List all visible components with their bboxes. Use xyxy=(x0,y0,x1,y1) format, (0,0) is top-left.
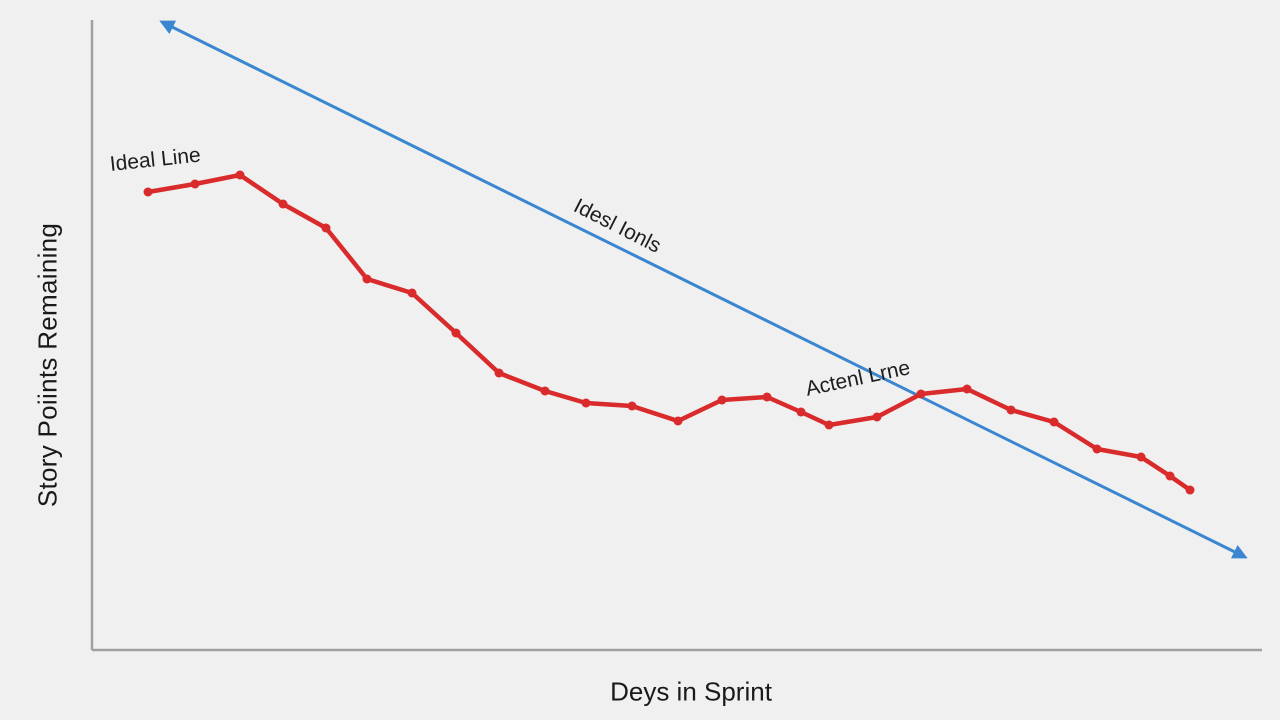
y-axis-title: Story Poiints Remaining xyxy=(32,222,63,508)
actual-data-point xyxy=(494,368,504,378)
actual-data-point xyxy=(407,288,417,298)
actual-data-point xyxy=(1049,417,1059,427)
actual-data-point xyxy=(1006,405,1016,415)
actual-data-point xyxy=(143,187,153,197)
ideal-line xyxy=(159,20,1248,559)
actual-data-point xyxy=(1136,452,1146,462)
actual-data-point xyxy=(1165,471,1175,481)
actual-data-point xyxy=(1185,485,1195,495)
actual-data-point xyxy=(321,223,331,233)
plot-area xyxy=(90,20,1262,652)
actual-data-point xyxy=(581,398,591,408)
actual-line xyxy=(145,172,1193,493)
actual-data-point xyxy=(540,386,550,396)
actual-line-markers xyxy=(143,170,1195,495)
x-axis-title: Deys in Sprint xyxy=(610,676,772,707)
actual-data-point xyxy=(717,395,727,405)
actual-data-point xyxy=(451,328,461,338)
actual-data-point xyxy=(872,412,882,422)
actual-data-point xyxy=(916,389,926,399)
actual-data-point xyxy=(673,416,683,426)
actual-data-point xyxy=(796,407,806,417)
actual-data-point xyxy=(278,199,288,209)
actual-data-point xyxy=(362,274,372,284)
actual-data-point xyxy=(824,420,834,430)
actual-data-point xyxy=(627,401,637,411)
actual-data-point xyxy=(962,384,972,394)
actual-data-point xyxy=(235,170,245,180)
actual-data-point xyxy=(1092,444,1102,454)
actual-data-point xyxy=(190,179,200,189)
actual-data-point xyxy=(762,392,772,402)
